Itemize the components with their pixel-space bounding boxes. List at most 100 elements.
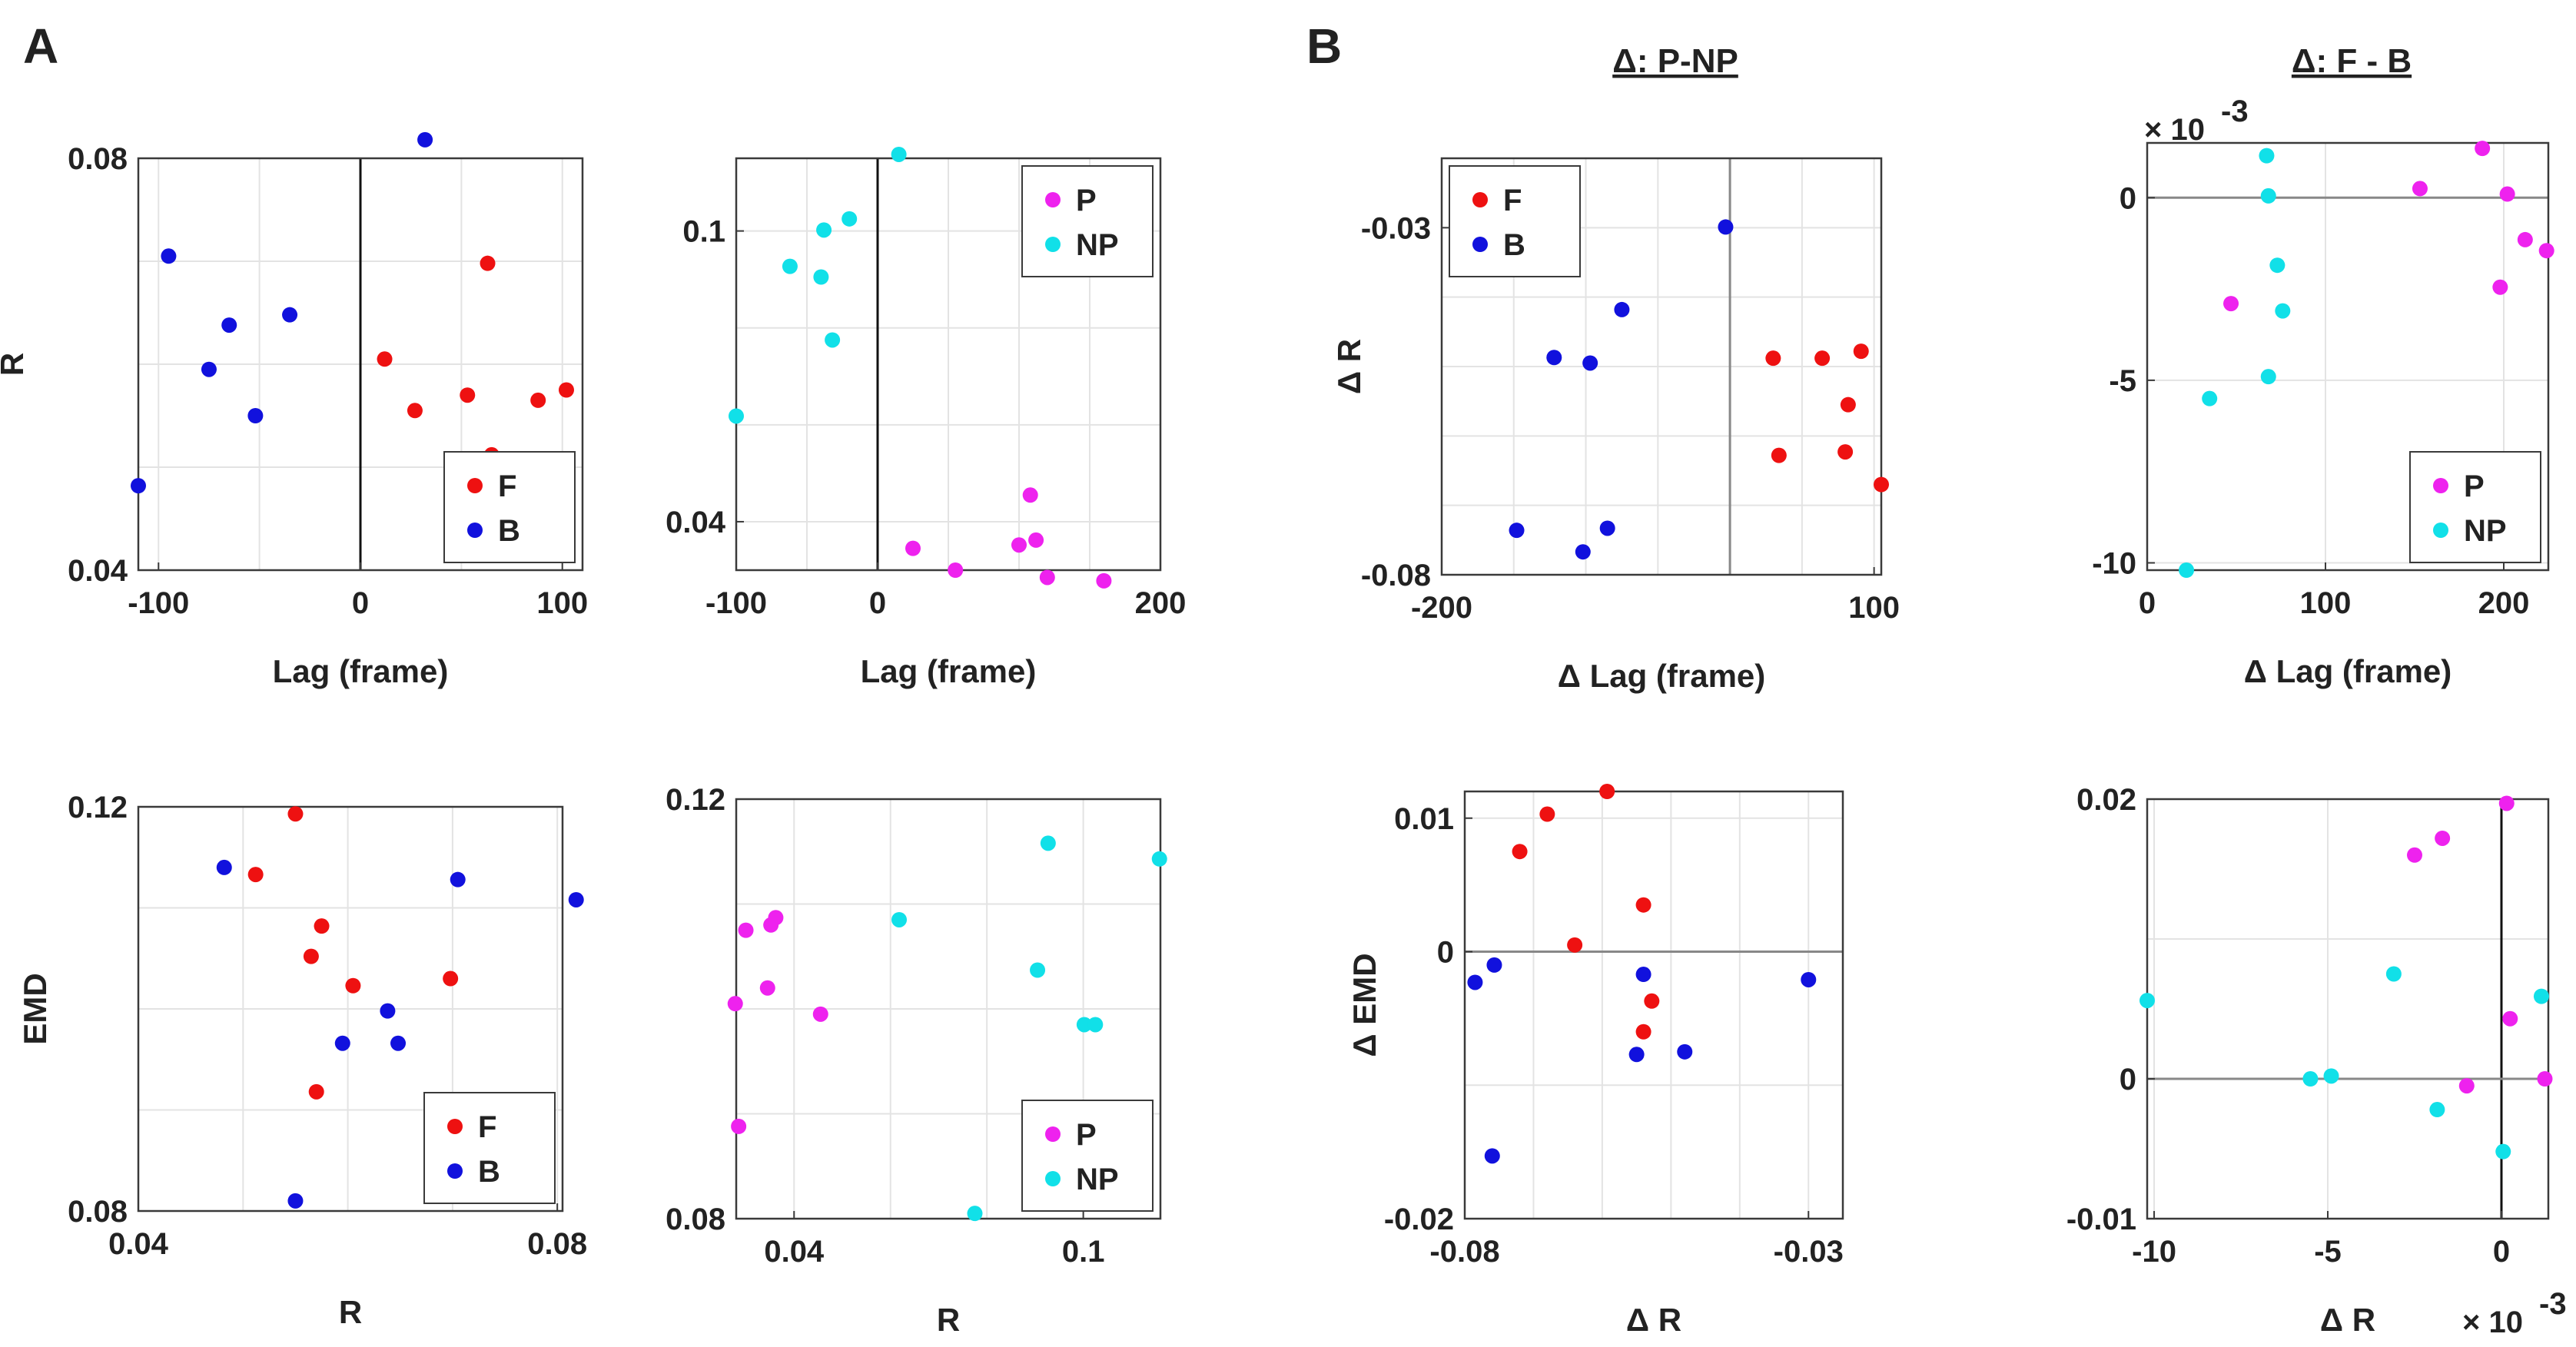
y-axis-label: EMD	[17, 973, 53, 1044]
data-point-p	[731, 1118, 747, 1134]
x-tick-label: 0	[2493, 1235, 2510, 1269]
data-point-b	[1628, 1047, 1645, 1063]
data-point-f	[1765, 350, 1781, 367]
data-point-np	[2275, 303, 2291, 319]
legend-label-b: B	[478, 1155, 500, 1189]
data-point-b	[1801, 971, 1817, 987]
data-point-p	[2499, 186, 2515, 202]
chart-a4: 0.04 0.1 0.08 0.12 R P NP	[666, 783, 1167, 1338]
data-point-p	[2517, 231, 2533, 247]
data-point-f	[1771, 447, 1787, 463]
y-axis-exponent-power: -3	[2221, 95, 2249, 128]
data-point-p	[759, 980, 775, 996]
y-tick-label: 0.12	[68, 791, 128, 824]
chart-b4: -10 -5 0 -0.01 0 0.02 Δ R × 10 -3	[2066, 783, 2567, 1339]
data-point-np	[891, 146, 907, 162]
x-axis-label: Δ R	[1626, 1302, 1681, 1338]
legend-label-f: F	[1503, 184, 1522, 217]
x-tick-label: 100	[2300, 586, 2352, 620]
data-point-p	[2537, 1071, 2553, 1087]
data-point-b	[1509, 523, 1525, 539]
legend-marker-b	[447, 1163, 463, 1179]
data-point-np	[2533, 988, 2549, 1004]
data-point-np	[2269, 257, 2286, 274]
x-axis-label: Δ Lag (frame)	[1558, 658, 1766, 694]
data-point-p	[812, 1006, 828, 1022]
data-point-np	[967, 1206, 983, 1222]
data-point-f	[1840, 396, 1856, 413]
y-tick-label: -0.01	[2066, 1203, 2136, 1236]
x-tick-label: 0.04	[764, 1235, 825, 1269]
y-tick-label: 0.08	[666, 1203, 725, 1236]
data-point-f	[460, 387, 476, 403]
data-point-np	[2495, 1143, 2511, 1160]
group-title-f-b: Δ: F - B	[2292, 42, 2412, 80]
legend-marker-np	[1045, 237, 1061, 252]
data-point-b	[380, 1003, 396, 1019]
data-point-f	[480, 255, 496, 271]
data-point-p	[2492, 279, 2508, 295]
x-axis-label: Lag (frame)	[273, 653, 449, 689]
y-tick-label: -10	[2092, 546, 2136, 580]
group-title-p-np: Δ: P-NP	[1612, 42, 1738, 80]
data-point-p	[768, 910, 784, 926]
x-axis-label: Δ R	[2320, 1302, 2375, 1338]
legend-marker-b	[467, 523, 483, 538]
legend-marker-p	[1045, 192, 1061, 207]
data-point-f	[1814, 350, 1831, 367]
data-point-np	[842, 211, 858, 227]
y-tick-label: 0.08	[68, 1195, 128, 1229]
panel-letter-a: A	[23, 18, 58, 74]
y-tick-label: 0.02	[2076, 783, 2136, 817]
data-point-b	[417, 131, 433, 148]
y-tick-label: 0.08	[68, 142, 128, 176]
data-point-np	[1076, 1017, 1092, 1033]
legend-marker-f	[1472, 192, 1488, 207]
data-point-p	[1028, 532, 1044, 548]
x-tick-label: -100	[705, 586, 767, 620]
data-point-f	[530, 392, 546, 408]
data-point-f	[1512, 844, 1528, 860]
legend-label-p: P	[1076, 184, 1097, 217]
y-tick-label: 0	[2120, 1063, 2136, 1097]
axes-frame	[2146, 141, 2550, 572]
legend-label-b: B	[1503, 228, 1525, 262]
data-point-np	[2260, 187, 2276, 204]
y-axis-label: Δ EMD	[1346, 953, 1383, 1057]
x-tick-label: 0.04	[108, 1227, 169, 1261]
data-point-f	[558, 382, 574, 398]
x-axis-label: Δ Lag (frame)	[2244, 653, 2452, 689]
data-point-b	[1635, 967, 1651, 983]
data-point-f	[1567, 937, 1583, 953]
data-point-p	[2223, 296, 2239, 312]
data-point-b	[287, 1193, 304, 1209]
data-point-f	[1599, 784, 1615, 799]
x-axis-label: R	[339, 1294, 362, 1330]
data-point-p	[1039, 569, 1055, 586]
data-point-p	[905, 540, 921, 556]
data-point-np	[2202, 390, 2218, 406]
x-tick-label: -200	[1411, 591, 1472, 625]
data-point-f	[308, 1083, 324, 1100]
legend: P NP	[2409, 451, 2541, 563]
data-point-b	[1614, 301, 1630, 317]
x-tick-label: 200	[2478, 586, 2530, 620]
x-tick-label: -100	[128, 586, 189, 620]
data-point-np	[2302, 1071, 2319, 1087]
legend-box	[1021, 165, 1154, 277]
data-point-np	[2179, 562, 2195, 578]
legend: FB	[443, 451, 576, 563]
data-point-f	[1539, 806, 1555, 822]
data-point-b	[247, 408, 264, 423]
x-tick-label: 100	[1848, 591, 1900, 625]
data-point-b	[1575, 544, 1591, 560]
data-point-f	[287, 806, 304, 822]
data-point-b	[1546, 350, 1562, 366]
legend-label-b: B	[498, 514, 520, 548]
legend-marker-f	[447, 1119, 463, 1134]
data-point-f	[1635, 897, 1651, 913]
data-point-np	[729, 408, 744, 424]
data-point-b	[1582, 355, 1598, 371]
